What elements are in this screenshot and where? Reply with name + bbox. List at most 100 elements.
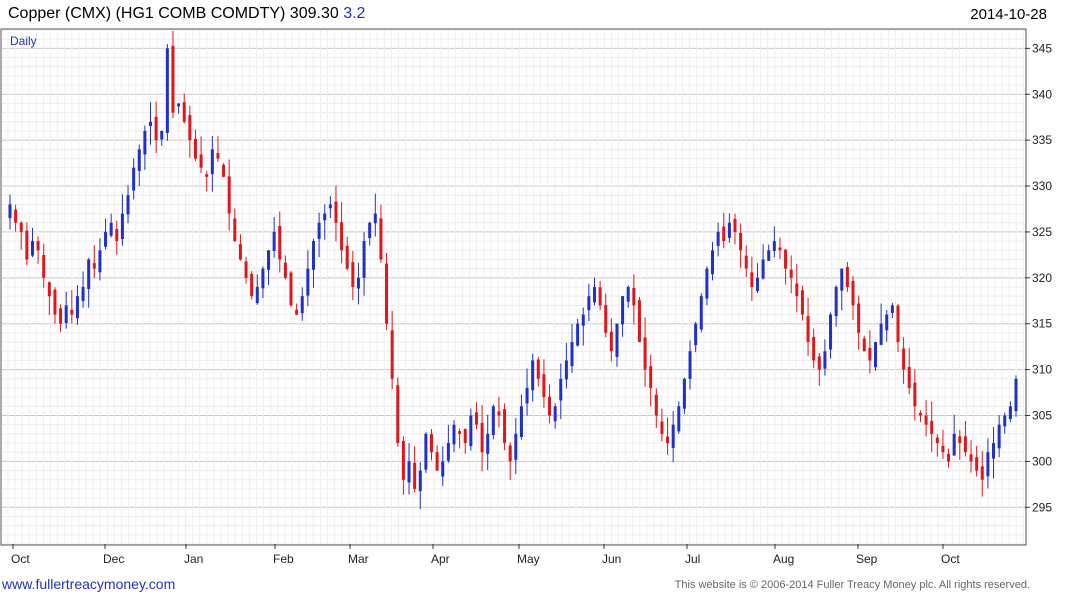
price-bar — [474, 402, 478, 430]
price-bar — [407, 443, 411, 495]
price-bar — [739, 223, 743, 268]
price-bar — [694, 321, 698, 353]
price-bar — [193, 129, 197, 162]
price-bar — [53, 287, 57, 324]
price-bar — [278, 211, 282, 273]
price-bar — [36, 236, 40, 264]
price-bar — [795, 264, 799, 313]
price-bar — [727, 213, 731, 243]
x-tick-label: Jan — [184, 552, 203, 566]
price-bar — [154, 101, 158, 154]
price-bar — [834, 285, 838, 327]
price-bar — [519, 394, 523, 440]
price-bar — [992, 427, 996, 479]
y-tick-label: 295 — [1032, 500, 1052, 514]
price-bar — [351, 250, 355, 301]
price-bar — [918, 410, 922, 423]
x-tick-label: Mar — [348, 552, 369, 566]
x-tick-label: May — [517, 552, 540, 566]
price-bar — [222, 163, 226, 178]
price-bar — [857, 295, 861, 350]
price-bar — [64, 291, 68, 329]
price-bar — [47, 281, 51, 316]
price-bar — [862, 335, 866, 352]
price-bar — [660, 408, 664, 442]
price-bar — [682, 377, 686, 414]
price-bar — [845, 261, 849, 292]
price-bar — [362, 232, 366, 296]
price-bar — [930, 401, 934, 452]
price-bar — [536, 357, 540, 387]
y-tick-label: 320 — [1032, 271, 1052, 285]
price-bar — [390, 310, 394, 390]
price-bar — [963, 421, 967, 457]
price-bar — [250, 271, 254, 300]
price-bar — [210, 135, 214, 192]
price-bar — [418, 462, 422, 510]
price-bar — [1014, 375, 1018, 417]
price-bar — [531, 353, 535, 402]
price-bar — [503, 403, 507, 451]
price-bar — [699, 293, 703, 333]
price-bar — [587, 283, 591, 322]
price-bar — [59, 304, 63, 333]
price-bar — [525, 368, 529, 416]
price-bar — [666, 417, 670, 456]
price-bar — [767, 244, 771, 261]
price-bar — [604, 293, 608, 338]
price-bar — [14, 204, 18, 232]
price-bar — [975, 445, 979, 477]
price-bar — [188, 105, 192, 158]
price-bar — [480, 405, 484, 472]
price-bar — [553, 403, 557, 429]
price-bar — [345, 236, 349, 271]
price-bar — [446, 424, 450, 463]
x-tick-label: Feb — [273, 552, 294, 566]
x-tick-label: Oct — [941, 552, 960, 566]
price-bar — [120, 194, 124, 246]
price-bar — [868, 330, 872, 374]
price-bar — [317, 212, 321, 258]
x-tick-label: Sep — [856, 552, 878, 566]
price-bar — [401, 436, 405, 495]
price-bar — [637, 296, 641, 343]
price-bar — [8, 194, 12, 230]
price-bar — [789, 255, 793, 294]
price-bar — [851, 275, 855, 320]
price-bar — [632, 274, 636, 325]
price-bar — [430, 429, 434, 461]
price-bar — [508, 442, 512, 480]
price-bar — [452, 420, 456, 453]
price-bar — [755, 263, 759, 294]
price-bar — [30, 227, 34, 258]
price-bar — [87, 257, 91, 308]
price-bar — [283, 255, 287, 280]
y-tick-label: 325 — [1032, 225, 1052, 239]
x-axis: Oct Dec Jan Feb Mar Apr May Jun Jul Aug Sep Oct — [11, 544, 960, 566]
price-bar — [621, 296, 625, 337]
price-bar — [581, 307, 585, 346]
price-bar — [311, 238, 315, 288]
price-bar — [806, 297, 810, 357]
price-bar — [205, 171, 209, 192]
price-bar — [216, 136, 220, 162]
price-bar — [109, 213, 113, 238]
y-tick-label: 300 — [1032, 454, 1052, 468]
price-bar — [373, 193, 377, 237]
x-tick-label: Jun — [602, 552, 621, 566]
website-link[interactable]: www.fullertreacymoney.com — [2, 576, 176, 592]
price-bar — [615, 323, 619, 367]
x-tick-label: Aug — [773, 552, 794, 566]
title-text: Copper (CMX) (HG1 COMB COMDTY) 309.30 — [8, 5, 339, 22]
price-bar — [890, 302, 894, 319]
price-bar — [941, 429, 945, 460]
chart-date: 2014-10-28 — [970, 6, 1047, 23]
price-bar — [761, 244, 765, 280]
price-bar — [924, 400, 928, 437]
price-bar — [177, 103, 181, 114]
price-bar — [126, 185, 130, 224]
price-bar — [542, 359, 546, 408]
price-bar — [92, 245, 96, 279]
price-bar — [677, 401, 681, 434]
